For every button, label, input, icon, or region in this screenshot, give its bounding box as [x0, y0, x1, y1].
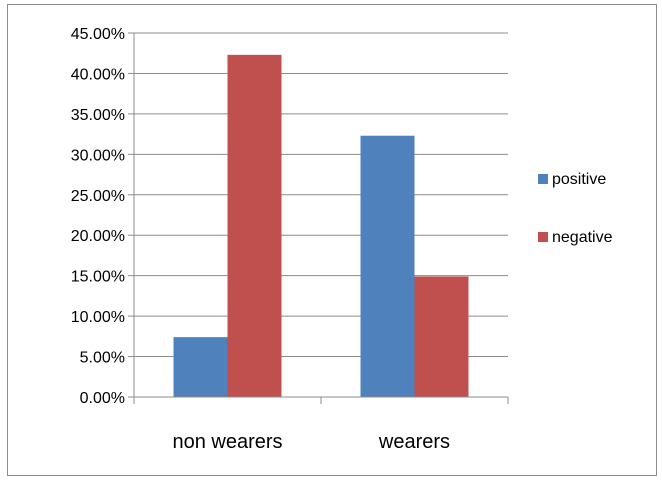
y-tick-label: 40.00%: [71, 66, 125, 83]
bar-positive-wearers: [360, 135, 415, 397]
legend: positive negative: [538, 171, 613, 246]
y-axis-tick-labels: 0.00% 5.00% 10.00% 15.00% 20.00% 25.00% 30.00%…: [71, 26, 125, 407]
legend-label-negative: negative: [552, 229, 613, 246]
x-category-label: wearers: [378, 431, 450, 453]
bars: [173, 54, 469, 398]
y-tick-label: 5.00%: [80, 350, 125, 367]
legend-label-positive: positive: [552, 171, 606, 188]
y-tick-label: 30.00%: [71, 147, 125, 164]
legend-swatch-negative: [538, 232, 548, 242]
x-axis-category-labels: non wearers wearers: [172, 431, 450, 453]
bar-negative-non-wearers: [227, 54, 282, 398]
y-tick-label: 0.00%: [80, 390, 125, 407]
y-tick-label: 45.00%: [71, 26, 125, 43]
y-tick-label: 10.00%: [71, 309, 125, 326]
bar-negative-wearers: [414, 276, 469, 397]
y-tick-label: 15.00%: [71, 269, 125, 286]
y-tick-label: 20.00%: [71, 228, 125, 245]
legend-swatch-positive: [538, 174, 548, 184]
axes: [128, 32, 509, 404]
y-tick-label: 35.00%: [71, 107, 125, 124]
x-category-label: non wearers: [172, 431, 282, 453]
y-tick-label: 25.00%: [71, 188, 125, 205]
bar-positive-non-wearers: [173, 337, 228, 397]
